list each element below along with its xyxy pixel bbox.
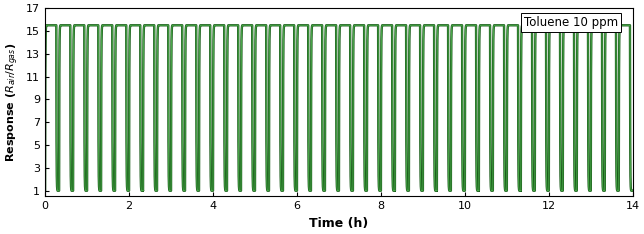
Text: Toluene 10 ppm: Toluene 10 ppm [524, 16, 618, 29]
X-axis label: Time (h): Time (h) [309, 217, 368, 230]
Y-axis label: Response ($R_{air}/R_{gas}$): Response ($R_{air}/R_{gas}$) [4, 43, 21, 162]
